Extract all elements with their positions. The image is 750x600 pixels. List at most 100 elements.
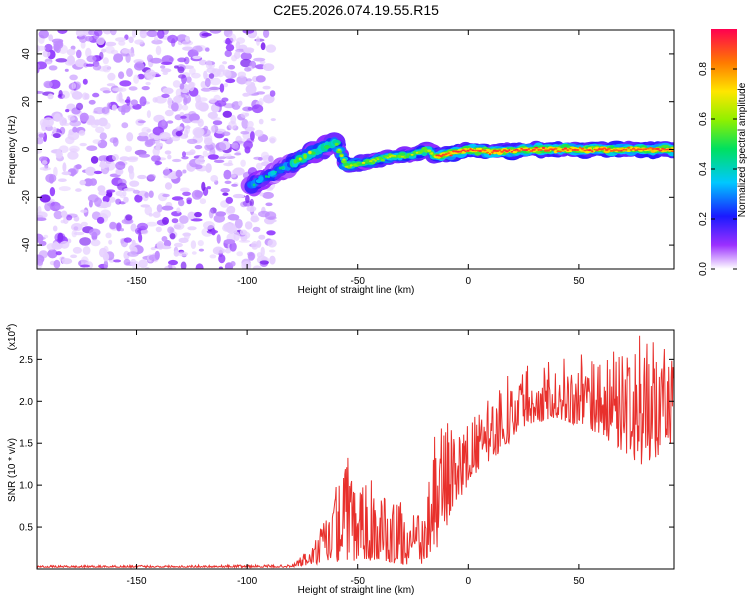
noise-blob <box>37 211 48 219</box>
noise-blob <box>181 74 187 85</box>
noise-blob <box>243 140 254 150</box>
noise-blob <box>70 168 75 177</box>
colorbar-tick-label: 0.8 <box>698 62 709 76</box>
noise-blob <box>146 128 152 133</box>
noise-blob <box>168 259 178 266</box>
ridge-blob <box>671 150 674 153</box>
noise-blob <box>162 193 170 198</box>
noise-blob <box>75 58 86 68</box>
ridge-blob <box>546 149 550 152</box>
noise-blob <box>89 178 97 186</box>
noise-blob <box>148 190 154 198</box>
noise-blob <box>129 180 140 187</box>
colorbar-gradient <box>711 29 737 269</box>
noise-blob <box>190 240 197 250</box>
noise-blob <box>234 144 240 151</box>
noise-blob <box>47 93 54 100</box>
noise-blob <box>227 64 236 70</box>
noise-blob <box>259 260 269 265</box>
noise-blob <box>209 254 217 259</box>
noise-blob <box>137 73 145 80</box>
noise-blob <box>250 130 255 141</box>
ridge-blob <box>583 149 587 152</box>
noise-blob <box>102 65 111 73</box>
ridge-blob <box>389 155 392 158</box>
ridge-blob <box>394 155 397 157</box>
ridge-blob <box>308 150 312 155</box>
noise-blob <box>233 231 240 241</box>
noise-blob <box>182 191 191 196</box>
noise-blob <box>250 213 259 223</box>
snr-x-label: Height of straight line (km) <box>298 585 415 596</box>
noise-blob <box>53 40 63 48</box>
noise-blob <box>101 48 107 53</box>
ridge-blob <box>542 146 545 150</box>
noise-blob <box>118 98 124 102</box>
noise-blob <box>164 109 174 117</box>
colorbar-tick-label: 0.6 <box>698 112 709 126</box>
noise-blob <box>180 187 190 192</box>
ridge-blob <box>267 175 271 179</box>
ridge-blob <box>658 149 663 152</box>
noise-blob <box>182 46 194 51</box>
x-tick-label: 50 <box>573 276 585 287</box>
noise-blob <box>57 30 68 34</box>
noise-blob <box>265 202 273 207</box>
noise-blob <box>160 65 166 69</box>
noise-blob <box>182 169 187 174</box>
ridge-blob <box>500 150 504 153</box>
noise-blob <box>269 255 276 265</box>
noise-blob <box>121 122 129 129</box>
noise-blob <box>253 57 266 62</box>
x-tick-label: -100 <box>237 576 257 587</box>
noise-blob <box>62 162 67 173</box>
noise-blob <box>250 82 256 89</box>
noise-blob <box>127 156 139 161</box>
noise-blob <box>115 87 127 93</box>
noise-blob <box>69 74 78 81</box>
noise-blob <box>144 69 156 80</box>
noise-blob <box>108 239 113 245</box>
noise-blob <box>246 205 257 212</box>
noise-blob <box>43 80 53 89</box>
noise-blob <box>266 230 276 236</box>
noise-blob <box>123 187 136 192</box>
ridge-blob <box>344 165 349 168</box>
noise-blob <box>162 217 169 225</box>
colorbar-ticks: 0.0 0.2 0.4 0.6 0.8 <box>698 62 737 276</box>
noise-blob <box>242 30 255 34</box>
noise-blob <box>100 160 106 170</box>
noise-blob <box>241 118 249 129</box>
ridge-blob <box>341 159 347 164</box>
ridge-blob <box>459 150 463 153</box>
ridge-blob <box>456 150 461 153</box>
noise-blob <box>110 30 117 36</box>
noise-blob <box>207 154 219 160</box>
noise-blob <box>137 174 147 180</box>
noise-blob <box>198 59 207 66</box>
noise-blob <box>71 82 77 90</box>
noise-blob <box>130 258 137 267</box>
noise-blob <box>239 229 248 236</box>
x-tick-label: -150 <box>127 276 147 287</box>
noise-blob <box>191 189 203 200</box>
noise-blob <box>80 41 86 49</box>
noise-blob <box>37 259 44 266</box>
noise-blob <box>134 194 143 203</box>
noise-blob <box>72 246 82 254</box>
noise-blob <box>224 40 233 45</box>
noise-blob <box>252 226 261 233</box>
ridge-blob <box>561 148 565 151</box>
noise-blob <box>156 241 165 250</box>
x-tick-label: -150 <box>127 576 147 587</box>
noise-blob <box>166 120 174 124</box>
noise-blob <box>223 222 236 232</box>
noise-blob <box>187 211 196 220</box>
y-tick-label: 0 <box>21 146 32 152</box>
ridge-blob <box>474 149 477 152</box>
snr-y-ticks: 0.5 1.0 1.5 2.0 2.5 <box>19 355 674 534</box>
noise-blob <box>208 208 214 219</box>
noise-blob <box>179 83 185 90</box>
noise-blob <box>88 228 101 237</box>
ridge-blob <box>622 148 626 151</box>
